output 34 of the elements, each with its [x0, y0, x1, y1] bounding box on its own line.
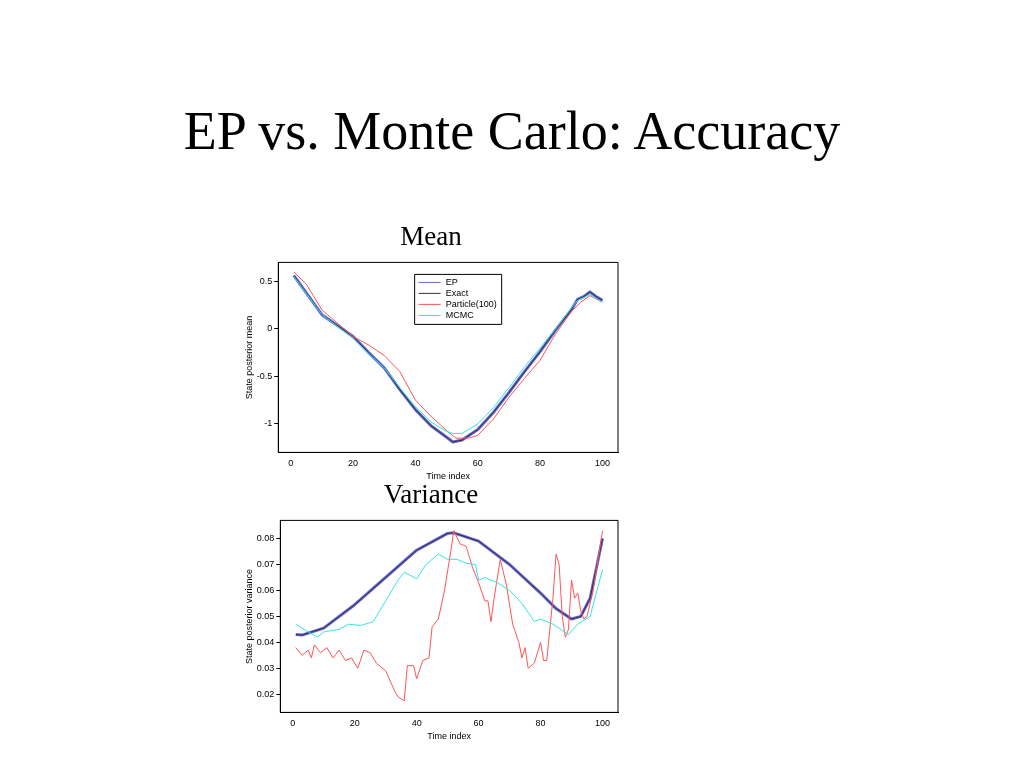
y-tick-label: 0.02	[256, 688, 275, 699]
y-tick-label: 0.07	[256, 558, 275, 569]
y-tick-label: 0.08	[256, 533, 275, 544]
y-tick-label: 0.05	[256, 610, 275, 621]
legend-label: Particle(100)	[445, 298, 497, 309]
chart-subtitle: Mean	[400, 221, 463, 252]
y-tick-label: 0	[267, 323, 273, 334]
chart-title: Variance	[383, 479, 479, 510]
y-tick-label: 0.06	[256, 584, 275, 595]
x-tick-label: 20	[348, 458, 359, 469]
legend-label: Exact	[445, 287, 469, 298]
x-tick-label: 0	[290, 718, 296, 729]
x-tick-label: 80	[535, 458, 546, 469]
y-axis-title: State posterior mean	[243, 315, 254, 400]
x-tick-label: 80	[535, 718, 546, 729]
x-axis-title: Time index	[426, 471, 471, 482]
x-tick-label: 0	[288, 458, 294, 469]
y-tick-label: 0.5	[259, 275, 273, 286]
x-tick-label: 40	[411, 718, 422, 729]
y-tick-label: -0.5	[256, 370, 273, 381]
legend-label: EP	[445, 276, 458, 287]
x-tick-label: 20	[349, 718, 360, 729]
x-tick-label: 60	[472, 458, 483, 469]
x-tick-label: 40	[410, 458, 421, 469]
chart-title: EP vs. Monte Carlo: Accuracy	[182, 100, 842, 162]
y-tick-label: 0.04	[256, 636, 275, 647]
legend-label: MCMC	[445, 309, 475, 320]
x-axis-title: Time index	[427, 731, 472, 742]
y-tick-label: 0.03	[256, 662, 275, 673]
y-axis-title: State posterior variance	[243, 568, 254, 664]
x-tick-label: 100	[594, 458, 610, 469]
x-tick-label: 60	[473, 718, 484, 729]
y-tick-label: -1	[264, 418, 273, 429]
x-tick-label: 100	[594, 718, 611, 729]
